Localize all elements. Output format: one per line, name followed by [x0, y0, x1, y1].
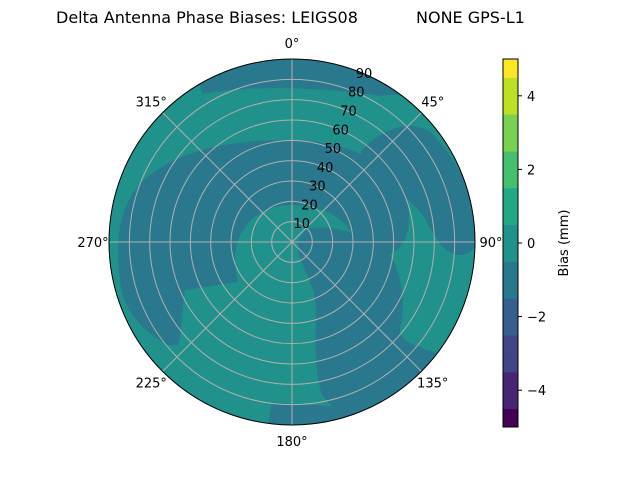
radial-tick-label: 80	[348, 86, 365, 101]
colorbar-bin	[503, 77, 518, 97]
colorbar-bin	[503, 316, 518, 336]
grid-spoke	[162, 112, 293, 243]
angle-tick-label: 270°	[77, 236, 108, 251]
contour-region-2	[118, 140, 409, 345]
contour-regions	[109, 59, 475, 425]
radial-tick-label: 20	[301, 198, 318, 213]
grid-spoke	[291, 112, 422, 243]
colorbar-bin	[503, 353, 518, 373]
grid-spoke	[291, 241, 422, 372]
radial-tick-label: 90	[356, 67, 373, 82]
radial-tick-label: 70	[340, 105, 357, 120]
colorbar-bin	[503, 279, 518, 299]
colorbar-bin	[503, 335, 518, 354]
colorbar-bin	[503, 132, 518, 152]
colorbar-bin	[503, 261, 518, 281]
contour-region-3	[361, 125, 475, 256]
colorbar-label: Bias (mm)	[557, 210, 572, 277]
colorbar-bin	[503, 151, 518, 170]
colorbar-tick-label: −2	[527, 311, 546, 326]
angle-tick-label: 180°	[276, 435, 307, 450]
grid-spoke	[162, 241, 293, 372]
angle-tick-label: 90°	[479, 236, 502, 251]
angle-tick-label: 45°	[421, 95, 444, 110]
polar-grid	[108, 58, 476, 426]
colorbar-tick-label: 0	[527, 237, 535, 252]
chart-subtitle: NONE GPS-L1	[416, 8, 525, 27]
contour-region-5	[260, 402, 475, 425]
polar-frame	[108, 58, 476, 426]
radial-tick-labels: 10 20 30 40 50 60 70 80 90	[294, 67, 373, 232]
radial-tick-label: 40	[317, 161, 334, 176]
colorbar-bin	[503, 59, 518, 78]
colorbar-bin	[503, 408, 518, 428]
colorbar-bin	[503, 169, 518, 189]
angle-tick-label: 315°	[136, 95, 167, 110]
colorbar-bin	[503, 390, 518, 410]
colorbar-bin	[503, 187, 518, 207]
colorbar-tick-label: 2	[527, 163, 535, 178]
colorbar-bin	[503, 371, 518, 391]
colorbar-bin	[503, 95, 518, 115]
colorbar-bin	[503, 206, 518, 226]
colorbar-tick-label: 4	[527, 90, 535, 105]
radial-tick-label: 30	[309, 180, 326, 195]
angle-tick-label: 225°	[136, 377, 167, 392]
colorbar-bin	[503, 298, 518, 318]
angle-tick-labels: 0° 45° 90° 135° 180° 225° 270° 315°	[77, 37, 502, 450]
colorbar: −4 −2 0 2 4 Bias (mm)	[502, 58, 572, 428]
radial-tick-label: 60	[332, 123, 349, 138]
radial-tick-label: 10	[294, 217, 311, 232]
colorbar-bin	[503, 224, 518, 244]
angle-tick-label: 135°	[417, 377, 448, 392]
radial-tick-label: 50	[325, 142, 342, 157]
angle-tick-label: 0°	[285, 37, 300, 52]
contour-region-1	[109, 59, 475, 102]
colorbar-bin	[503, 243, 518, 262]
colorbar-bin	[503, 114, 518, 134]
chart-title: Delta Antenna Phase Biases: LEIGS08	[56, 8, 358, 27]
colorbar-tick-label: −4	[527, 384, 546, 399]
